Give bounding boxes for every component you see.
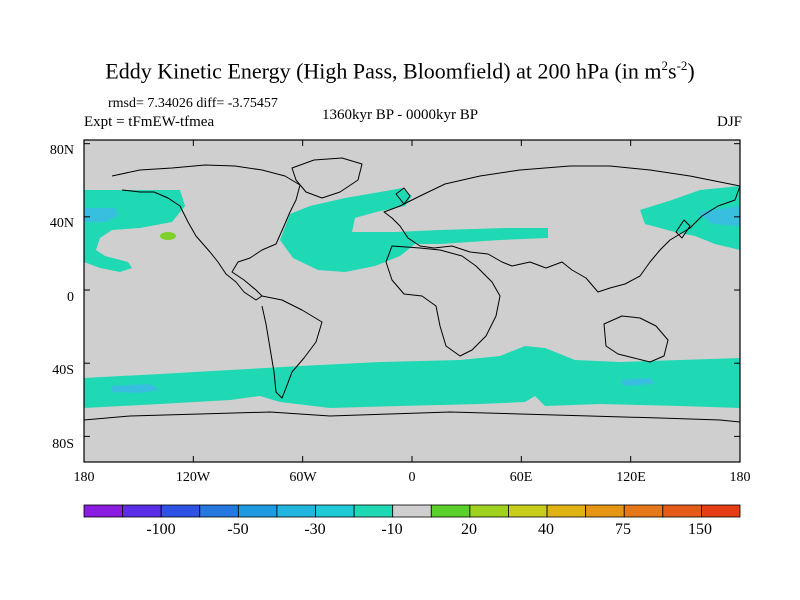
colorbar-swatch-6 (315, 504, 355, 518)
positive-anomaly-spot (160, 232, 176, 240)
colorbar-label-7: 75 (615, 521, 631, 538)
colorbar-label-1: -100 (146, 521, 176, 538)
band-southern-ocean (84, 346, 740, 408)
colorbar-swatch-5 (276, 504, 316, 518)
y-tick-label-40s: 40S (52, 363, 74, 378)
colorbar-swatch-4 (237, 504, 278, 518)
colorbar-swatch-7 (353, 504, 394, 518)
band-southern-core-1 (112, 384, 160, 393)
coastlines (84, 157, 740, 423)
colorbar-swatch-1 (122, 504, 162, 518)
season-label: DJF (716, 114, 742, 130)
x-tick-label-60w: 60W (289, 470, 317, 485)
band-north-pacific-west (640, 186, 740, 250)
colorbar-label-5: 20 (461, 521, 477, 538)
band-north-pacific-west-core (698, 206, 740, 226)
colorbar-swatch-10 (469, 504, 509, 518)
coast-south-america (261, 295, 323, 399)
coast-greenland (291, 157, 363, 199)
coast-australia (603, 315, 669, 363)
band-southern-core-2 (620, 378, 655, 386)
coast-africa (385, 245, 501, 357)
colorbar-swatch-8 (392, 504, 432, 518)
axis-ticks (83, 140, 741, 462)
chart-title: Eddy Kinetic Energy (High Pass, Bloomfie… (105, 58, 695, 84)
x-tick-label-60e: 60E (509, 470, 533, 485)
y-tick-label-40n: 40N (49, 216, 74, 231)
colorbar-swatch-11 (508, 504, 548, 518)
colorbar-swatch-2 (160, 504, 201, 518)
colorbar-label-6: 40 (538, 521, 554, 538)
x-tick-label-180w: 180 (73, 470, 95, 485)
anomaly-fields (84, 186, 740, 408)
colorbar-swatch-15 (662, 504, 702, 518)
colorbar-swatch-14 (623, 504, 664, 518)
colorbar-swatch-13 (585, 504, 625, 518)
colorbar-swatch-16 (701, 504, 741, 518)
y-tick-label-80s: 80S (52, 437, 74, 452)
x-tick-label-120w: 120W (175, 470, 211, 485)
colorbar-label-4: -10 (381, 521, 403, 538)
x-tick-label-120e: 120E (616, 470, 646, 485)
coast-north-america (111, 164, 301, 301)
colorbar-label-8: 150 (688, 521, 712, 538)
coast-eurasia (383, 165, 740, 293)
coast-uk (395, 187, 411, 205)
coast-antarctica (84, 411, 740, 423)
stats-text: rmsd= 7.34026 diff= -3.75457 (108, 96, 278, 111)
coast-japan (675, 219, 691, 239)
experiment-label: Expt = tFmEW-tfmea (84, 114, 215, 130)
colorbar (83, 504, 741, 518)
band-north-pacific-core (84, 208, 118, 222)
map-background (84, 140, 740, 462)
colorbar-swatch-3 (199, 504, 239, 518)
colorbar-swatch-9 (430, 504, 471, 518)
y-tick-label-80n: 80N (49, 143, 74, 158)
y-tick-label-0: 0 (67, 290, 74, 305)
colorbar-label-3: -30 (304, 521, 326, 538)
x-tick-label-180e: 180 (729, 470, 751, 485)
band-north-atlantic (280, 188, 548, 272)
colorbar-swatch-0 (83, 504, 123, 518)
x-tick-label-0: 0 (408, 470, 416, 485)
period-label: 1360kyr BP - 0000kyr BP (322, 107, 479, 123)
colorbar-swatch-12 (546, 504, 587, 518)
colorbar-label-2: -50 (227, 521, 249, 538)
